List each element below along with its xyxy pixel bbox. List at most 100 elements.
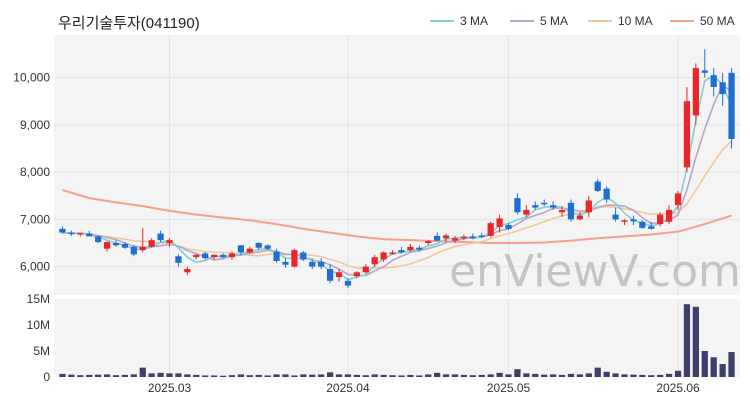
- candle-body: [362, 266, 369, 273]
- volume-bar: [353, 374, 360, 377]
- candle-body: [193, 254, 200, 258]
- volume-bar: [487, 374, 494, 377]
- volume-bar: [460, 374, 468, 377]
- volume-tick-label: 15M: [27, 292, 50, 306]
- candle-body: [478, 235, 485, 237]
- volume-bar: [692, 306, 699, 377]
- candle-body: [639, 221, 646, 228]
- volume-bar: [603, 371, 610, 377]
- candle-body: [692, 68, 699, 116]
- candle-body: [603, 188, 610, 200]
- volume-bar: [344, 374, 352, 377]
- volume-tick-label: 0: [43, 370, 50, 384]
- volume-bar: [371, 374, 378, 377]
- candle-body: [353, 272, 360, 277]
- volume-bar: [112, 375, 120, 377]
- volume-bar: [567, 373, 575, 377]
- watermark: enViewV.com: [449, 246, 741, 297]
- candle-body: [674, 193, 682, 206]
- volume-bar: [674, 370, 682, 377]
- candle-body: [121, 243, 129, 248]
- legend-label-ma3: 3 MA: [460, 14, 489, 28]
- candle-body: [451, 238, 459, 241]
- volume-bar: [469, 375, 476, 377]
- candle-body: [139, 246, 146, 251]
- legend-swatch-ma5: [510, 20, 534, 22]
- volume-bar: [621, 374, 628, 377]
- volume-bar: [121, 374, 129, 377]
- price-tick-label: 6,000: [20, 260, 50, 274]
- volume-bar: [549, 374, 557, 377]
- volume-bar: [237, 374, 245, 377]
- date-axis-ticks: 2025.03 2025.04 2025.05 2025.06: [148, 381, 700, 395]
- volume-bar: [175, 373, 182, 377]
- legend-label-ma50: 50 MA: [700, 14, 735, 28]
- volume-bar: [434, 372, 441, 377]
- volume-bar: [612, 373, 619, 377]
- candle-body: [710, 75, 717, 87]
- volume-bar: [407, 374, 414, 377]
- volume-bar: [291, 375, 298, 377]
- ma50-line: [62, 189, 732, 244]
- candle-body: [594, 181, 601, 191]
- candle-body: [416, 247, 423, 250]
- legend-swatch-ma10: [588, 20, 612, 22]
- volume-bar: [157, 372, 164, 377]
- volume-bar: [282, 374, 289, 377]
- date-tick-label: 2025.04: [326, 381, 370, 395]
- candles: [59, 49, 735, 288]
- volume-bar: [193, 374, 200, 377]
- volume-bar: [576, 374, 584, 377]
- volume-tick-label: 5M: [33, 344, 50, 358]
- volume-bar: [648, 375, 655, 377]
- candle-body: [68, 232, 75, 235]
- volume-axis-ticks: 0 5M 10M 15M: [27, 292, 51, 384]
- ma3-line: [62, 74, 733, 281]
- volume-bar: [496, 372, 503, 377]
- legend-swatch-ma3: [430, 20, 454, 22]
- volume-bar: [309, 374, 316, 377]
- price-axis-ticks: 6,000 7,000 8,000 9,000 10,000: [13, 71, 50, 274]
- candle-body: [523, 209, 530, 215]
- candle-body: [130, 246, 137, 255]
- volume-bar: [710, 357, 717, 377]
- volume-tick-label: 10M: [27, 318, 50, 332]
- candle-body: [202, 253, 209, 259]
- volume-bar: [478, 374, 485, 377]
- candle-body: [112, 243, 120, 246]
- volume-bar: [657, 374, 664, 377]
- volume-bar: [639, 374, 646, 377]
- candle-body: [630, 219, 637, 222]
- volume-bar: [228, 375, 236, 377]
- volume-bar: [389, 375, 396, 377]
- volume-bar: [701, 351, 708, 377]
- candle-body: [318, 261, 325, 267]
- candle-body: [541, 202, 548, 205]
- volume-bar: [219, 375, 227, 377]
- volume-bar: [451, 374, 459, 377]
- legend-label-ma10: 10 MA: [618, 14, 653, 28]
- candle-body: [157, 233, 164, 241]
- candle-body: [184, 269, 191, 273]
- candle-body: [371, 257, 378, 265]
- date-tick-label: 2025.03: [148, 381, 192, 395]
- candle-body: [77, 233, 84, 235]
- volume-bar: [541, 374, 548, 377]
- candle-body: [86, 233, 93, 237]
- legend: 3 MA 5 MA 10 MA 50 MA: [420, 14, 740, 32]
- candle-body: [148, 240, 155, 247]
- legend-label-ma5: 5 MA: [540, 14, 569, 28]
- date-tick-label: 2025.06: [656, 381, 700, 395]
- ma5-line: [62, 83, 733, 277]
- candle-body: [514, 198, 521, 213]
- date-tick-label: 2025.05: [487, 381, 531, 395]
- moving-average-lines: [62, 74, 733, 281]
- candle-body: [255, 243, 262, 248]
- candle-body: [657, 214, 664, 225]
- volume-bar: [273, 374, 280, 377]
- volume-bar: [318, 374, 325, 377]
- candle-body: [175, 256, 182, 263]
- volume-bar: [184, 374, 191, 377]
- candle-body: [442, 235, 450, 239]
- price-tick-label: 9,000: [20, 118, 50, 132]
